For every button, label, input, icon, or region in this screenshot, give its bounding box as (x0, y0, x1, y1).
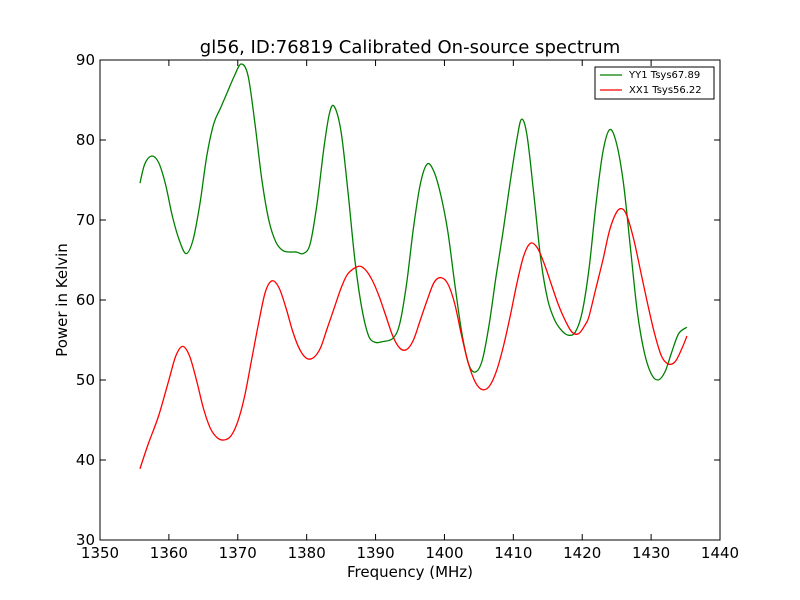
x-tick-label: 1440 (701, 544, 739, 562)
legend-label-xx1: XX1 Tsys56.22 (629, 85, 702, 96)
legend-label-yy1: YY1 Tsys67.89 (628, 70, 700, 81)
y-tick-label: 80 (76, 131, 95, 149)
x-tick-label: 1410 (494, 544, 532, 562)
plot-area (100, 60, 720, 540)
x-tick-label: 1430 (632, 544, 670, 562)
y-tick-label: 90 (76, 51, 95, 69)
chart-title: gl56, ID:76819 Calibrated On-source spec… (200, 37, 620, 58)
x-tick-label: 1420 (563, 544, 601, 562)
x-tick-label: 1380 (288, 544, 326, 562)
series-line-yy1 (139, 63, 688, 381)
x-tick-label: 1400 (425, 544, 463, 562)
plot-lines (139, 63, 688, 470)
y-tick-label: 40 (76, 451, 95, 469)
x-tick-label: 1390 (356, 544, 394, 562)
y-tick-label: 70 (76, 211, 95, 229)
x-tick-label: 1350 (81, 544, 119, 562)
y-axis-label: Power in Kelvin (53, 243, 71, 357)
y-tick-label: 50 (76, 371, 95, 389)
series-line-xx1 (139, 207, 688, 470)
legend-box (594, 66, 715, 100)
x-axis: 1350 1360 1370 1380 1390 1400 1410 1420 1430 1440 (81, 60, 739, 562)
y-axis: 30 40 50 60 70 80 90 (76, 51, 720, 549)
x-axis-label: Frequency (MHz) (347, 563, 473, 581)
x-tick-label: 1360 (150, 544, 188, 562)
y-tick-label: 30 (76, 531, 95, 549)
legend: YY1 Tsys67.89 XX1 Tsys56.22 (594, 66, 715, 100)
x-tick-label: 1370 (219, 544, 257, 562)
y-tick-label: 60 (76, 291, 95, 309)
